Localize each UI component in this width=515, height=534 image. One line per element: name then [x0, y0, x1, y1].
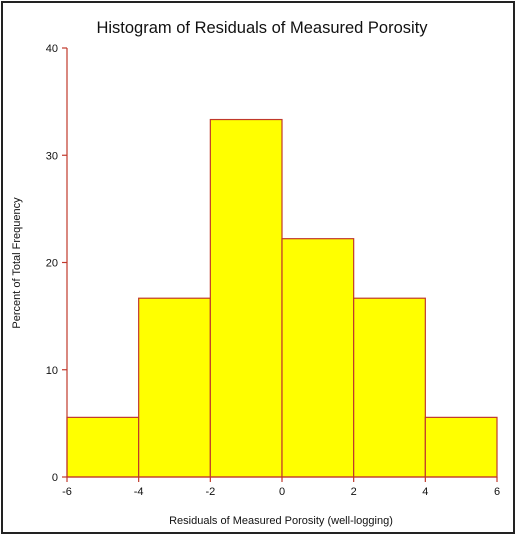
bars-group — [66, 118, 498, 478]
x-axis-label: Residuals of Measured Porosity (well-log… — [169, 515, 393, 527]
x-tick-label: 4 — [422, 486, 428, 498]
x-tick-label: 0 — [279, 486, 285, 498]
x-ticks-group: -6 -4 -2 0 2 4 6 — [62, 477, 500, 498]
x-tick-label: 6 — [494, 486, 500, 498]
x-tick-label: -4 — [134, 486, 144, 498]
y-tick-label: 30 — [46, 150, 58, 162]
y-tick-label: 40 — [46, 43, 58, 55]
histogram-bar-2 — [138, 297, 211, 478]
histogram-bar-6 — [424, 416, 498, 478]
y-tick-label: 20 — [46, 258, 58, 270]
y-tick-label: 10 — [46, 365, 58, 377]
chart-title: Histogram of Residuals of Measured Poros… — [96, 19, 428, 37]
histogram-bar-3 — [209, 118, 283, 478]
histogram-bar-4 — [281, 238, 355, 478]
y-ticks-group: 0 10 20 30 40 — [46, 43, 67, 484]
x-tick-label: -2 — [205, 486, 215, 498]
x-tick-label: -6 — [62, 486, 72, 498]
histogram-bar-5 — [353, 297, 426, 478]
histogram-bar-1 — [66, 416, 140, 478]
x-tick-label: 2 — [351, 486, 357, 498]
y-tick-label: 0 — [52, 472, 58, 484]
y-axis-label: Percent of Total Frequency — [11, 197, 23, 329]
